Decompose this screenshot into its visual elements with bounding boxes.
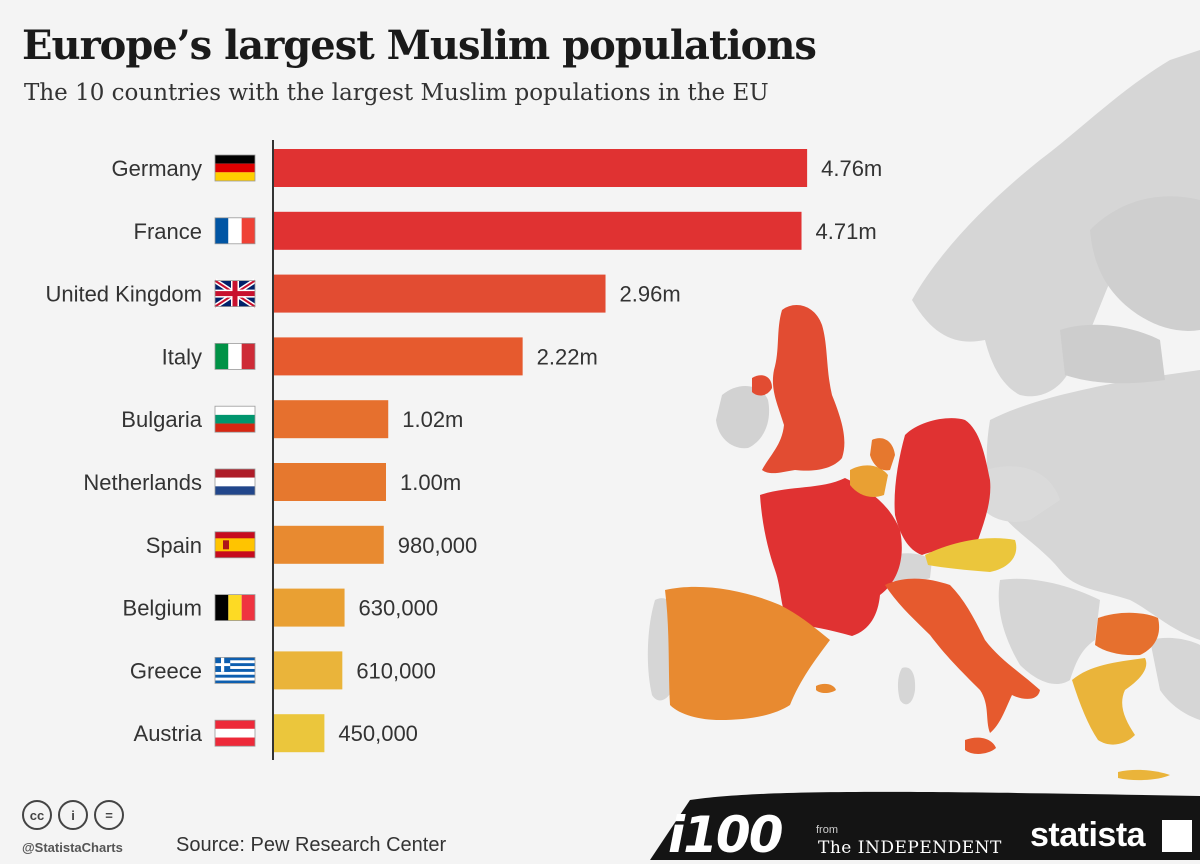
- map-germany: [894, 418, 991, 555]
- statista-handle: @StatistaCharts: [22, 840, 123, 855]
- map-balearics: [816, 683, 836, 693]
- bar: [274, 149, 808, 187]
- chart-title: Europe’s largest Muslim populations: [22, 22, 817, 69]
- france-flag-icon: [214, 217, 256, 245]
- value-label: 1.00m: [400, 470, 461, 495]
- united-kingdom-flag-icon: [213, 278, 257, 309]
- value-label: 2.96m: [620, 282, 681, 307]
- spain-flag-icon: [214, 531, 256, 559]
- category-label: Germany: [112, 156, 202, 181]
- map-ireland: [716, 385, 770, 449]
- map-united-kingdom: [762, 305, 845, 474]
- map-belgium: [850, 465, 888, 497]
- map-baltics: [1060, 324, 1165, 384]
- category-label: Greece: [130, 658, 202, 683]
- netherlands-flag-icon: [214, 468, 256, 496]
- greece-flag-icon: [214, 657, 256, 684]
- bar: [274, 400, 389, 439]
- from-label: from: [816, 824, 838, 836]
- category-label: United Kingdom: [45, 282, 202, 307]
- map-sicily: [965, 737, 996, 754]
- independent-logo: The INDEPENDENT: [818, 838, 1002, 858]
- map-netherlands: [870, 438, 895, 471]
- category-label: France: [134, 219, 202, 244]
- i100-logo: i100: [668, 806, 784, 864]
- category-label: Belgium: [123, 596, 202, 621]
- map-eastern-europe: [986, 370, 1200, 640]
- statista-logo: statista: [1030, 816, 1146, 854]
- statista-mark-icon: [1162, 820, 1192, 852]
- bar: [274, 588, 345, 627]
- bulgaria-flag-icon: [214, 405, 256, 433]
- bar: [274, 525, 384, 564]
- map-bulgaria: [1095, 612, 1160, 656]
- value-label: 630,000: [359, 596, 439, 621]
- value-label: 2.22m: [537, 344, 598, 369]
- bar: [274, 714, 325, 753]
- value-label: 610,000: [356, 658, 436, 683]
- category-label: Spain: [146, 533, 202, 558]
- map-poland-czech: [980, 466, 1060, 522]
- italy-flag-icon: [214, 342, 256, 370]
- map-norway-sweden: [912, 50, 1200, 397]
- value-label: 980,000: [398, 533, 478, 558]
- bar: [274, 337, 523, 376]
- germany-flag-icon: [214, 154, 256, 182]
- map-northern-ireland: [752, 375, 772, 396]
- cc-icon: cc: [22, 800, 52, 830]
- category-label: Bulgaria: [121, 407, 202, 432]
- map-balkans: [998, 578, 1100, 685]
- category-label: Netherlands: [83, 470, 202, 495]
- map-portugal: [647, 598, 674, 701]
- bar: [274, 211, 802, 250]
- map-finland: [1090, 196, 1200, 331]
- footer-dark-swoosh: [650, 791, 1200, 860]
- belgium-flag-icon: [214, 594, 256, 621]
- map-france: [760, 478, 902, 636]
- value-label: 4.71m: [816, 219, 877, 244]
- map-austria: [925, 538, 1017, 572]
- austria-flag-icon: [214, 719, 256, 747]
- value-label: 1.02m: [402, 407, 463, 432]
- map-sardinia: [897, 667, 916, 705]
- map-italy: [885, 578, 1040, 733]
- source-note: Source: Pew Research Center: [176, 834, 447, 856]
- value-label: 450,000: [338, 721, 418, 746]
- bar: [274, 651, 343, 690]
- map-spain: [665, 586, 830, 720]
- map-crete: [1118, 769, 1170, 781]
- attribution-icon: i: [58, 800, 88, 830]
- value-label: 4.76m: [821, 156, 882, 181]
- no-derivatives-icon: =: [94, 800, 124, 830]
- bar: [274, 463, 386, 501]
- category-label: Italy: [162, 344, 202, 369]
- category-label: Austria: [134, 721, 203, 746]
- map-greece: [1072, 658, 1147, 745]
- license-icons: cc i =: [22, 800, 124, 830]
- chart-subtitle: The 10 countries with the largest Muslim…: [24, 80, 769, 106]
- bar: [274, 274, 606, 313]
- map-turkey: [1150, 637, 1200, 720]
